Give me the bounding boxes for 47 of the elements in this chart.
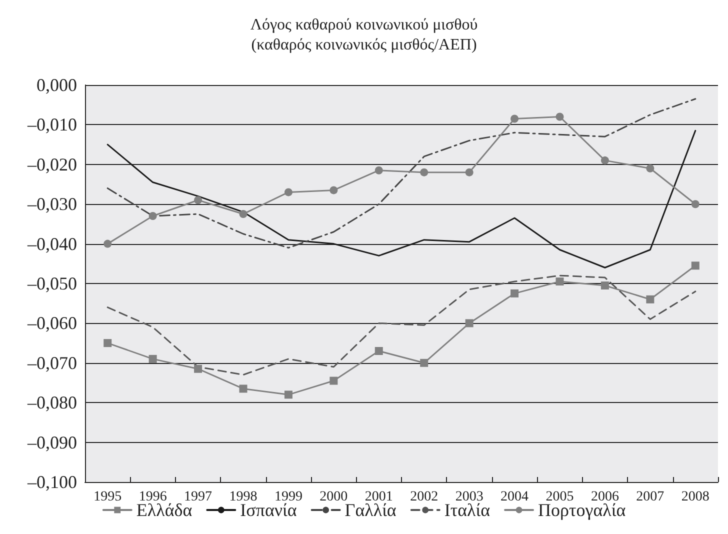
y-tick-label: –0,090 [26, 432, 77, 452]
y-tick-label: –0,100 [26, 472, 77, 492]
y-tick-label: –0,010 [26, 114, 77, 135]
x-tick-label: 2004 [500, 490, 529, 504]
x-tick-label: 2008 [681, 490, 710, 504]
point [465, 319, 474, 328]
x-tick-label: 1995 [94, 490, 122, 504]
point [239, 210, 248, 218]
line-series [106, 274, 696, 376]
point [284, 390, 292, 399]
point [510, 289, 519, 298]
point [104, 240, 112, 248]
y-tick-label: –0,060 [26, 313, 77, 334]
chart-subtitle: (καθαρός κοινωνικός μισθός/ΑΕΠ) [251, 36, 477, 54]
y-tick-label: –0,080 [26, 392, 77, 413]
point [600, 281, 609, 290]
y-tick-label: –0,040 [26, 234, 77, 254]
x-tick-label: 2002 [410, 490, 438, 504]
y-tick-label: –0,030 [26, 194, 77, 214]
point [330, 186, 338, 194]
y-tick-label: –0,020 [26, 154, 77, 174]
point [148, 212, 157, 220]
chart-title: Λόγος καθαρού κοινωνικού μισθού [250, 16, 478, 34]
point [510, 114, 519, 123]
point [691, 200, 700, 208]
y-tick-label: 0,000 [36, 75, 77, 95]
point [420, 358, 428, 367]
point [556, 112, 564, 121]
point [104, 339, 112, 348]
point [600, 156, 609, 164]
point [374, 166, 383, 174]
point [691, 262, 700, 270]
point [465, 168, 474, 176]
x-tick-label: 2007 [636, 490, 664, 504]
y-tick-label: –0,050 [26, 274, 77, 294]
point [556, 278, 564, 286]
point [148, 354, 157, 363]
point [194, 196, 202, 204]
point [420, 168, 428, 176]
point [330, 376, 338, 385]
point [646, 164, 654, 172]
point [646, 295, 654, 304]
point [284, 188, 292, 196]
point [194, 364, 202, 373]
point [374, 346, 383, 355]
y-tick-label: –0,070 [26, 352, 77, 373]
point [239, 384, 248, 393]
